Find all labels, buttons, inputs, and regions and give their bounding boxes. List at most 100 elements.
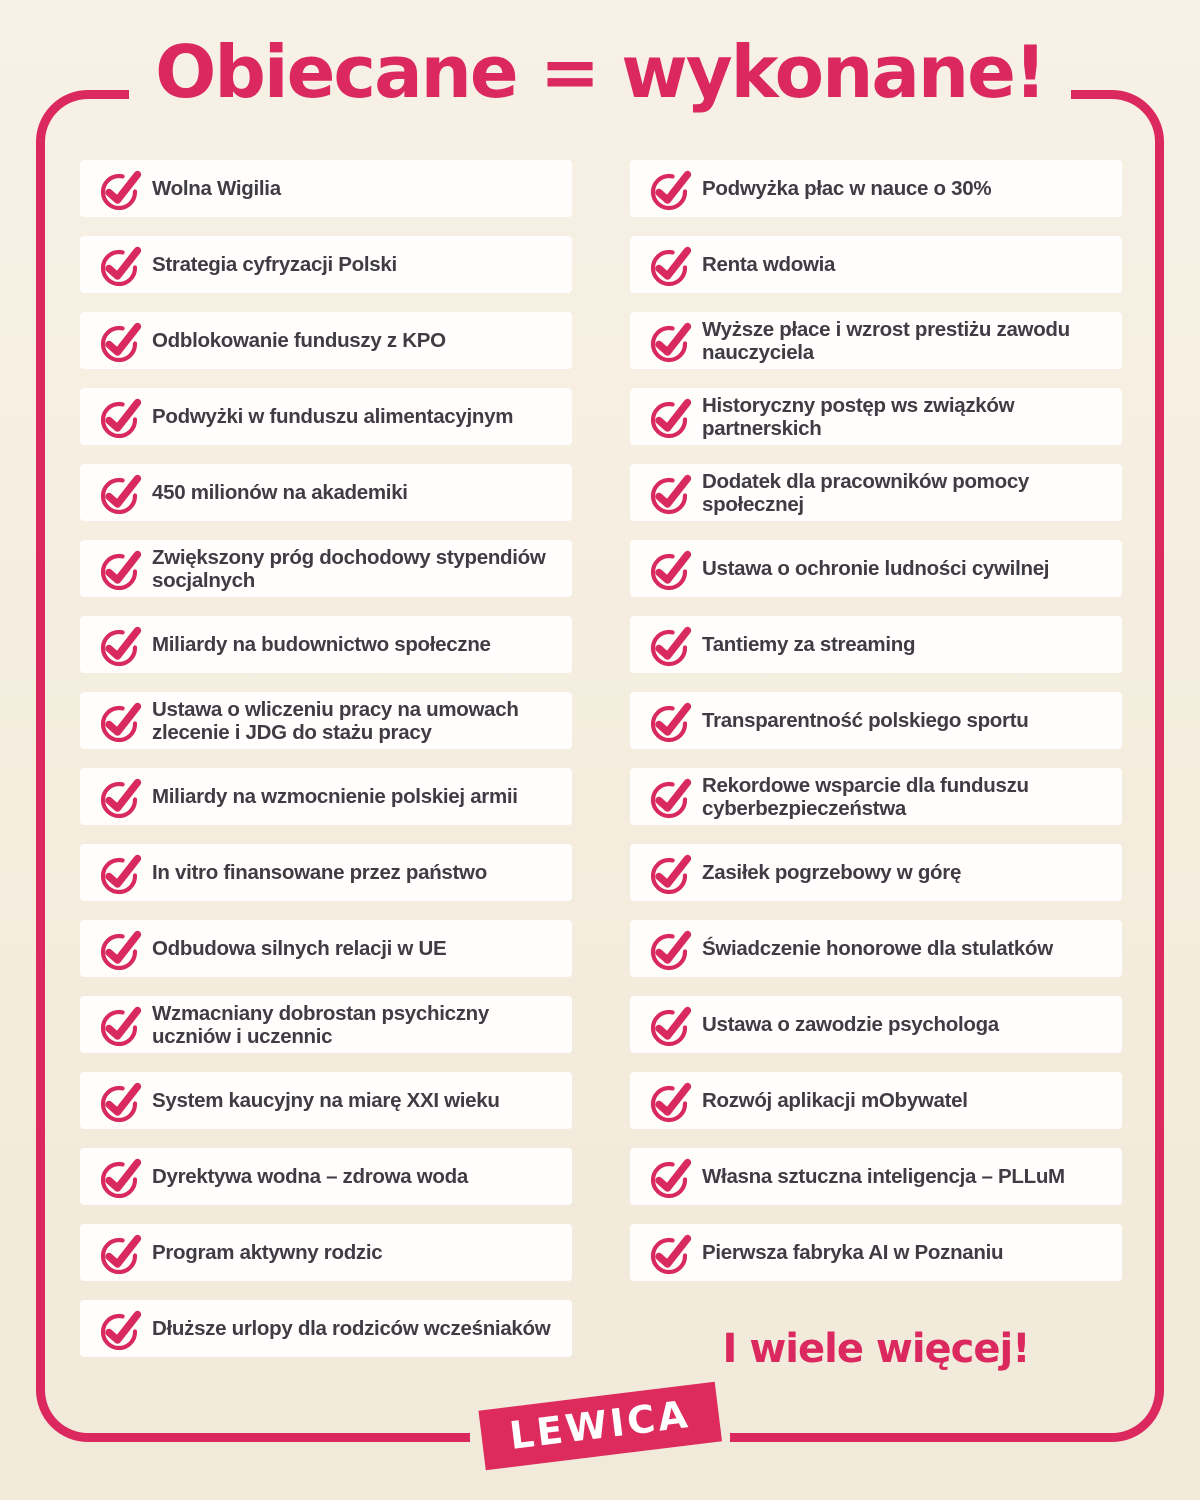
checklist-item-label: 450 milionów na akademiki (152, 481, 408, 504)
checklist-item-right-10: Zasiłek pogrzebowy w górę (630, 844, 1122, 901)
checklist-item-label: Podwyżka płac w nauce o 30% (702, 177, 992, 200)
check-circle-icon (650, 474, 692, 514)
checklist-item-right-12: Ustawa o zawodzie psychologa (630, 996, 1122, 1053)
checklist-item-label: Świadczenie honorowe dla stulatków (702, 937, 1053, 960)
checklist-item-label: Pierwsza fabryka AI w Poznaniu (702, 1241, 1004, 1264)
poster-title: Obiecane = wykonane! (129, 26, 1071, 118)
check-circle-icon (100, 474, 142, 514)
check-circle-icon (650, 854, 692, 894)
check-circle-icon (100, 1310, 142, 1350)
checklist-item-right-1: Podwyżka płac w nauce o 30% (630, 160, 1122, 217)
checklist-item-label: Strategia cyfryzacji Polski (152, 253, 397, 276)
checklist-item-label: Renta wdowia (702, 253, 836, 276)
check-circle-icon (650, 1234, 692, 1274)
check-circle-icon (650, 1158, 692, 1198)
checklist-item-label: Dyrektywa wodna – zdrowa woda (152, 1165, 468, 1188)
title-row: Obiecane = wykonane! (0, 26, 1200, 118)
checklist-item-left-6: Zwiększony próg dochodowy stypendiów soc… (80, 540, 572, 597)
check-circle-icon (100, 398, 142, 438)
check-circle-icon (650, 702, 692, 742)
checklist-item-label: System kaucyjny na miarę XXI wieku (152, 1089, 500, 1112)
checklist-item-right-3: Wyższe płace i wzrost prestiżu zawodu na… (630, 312, 1122, 369)
checklist-item-label: Odblokowanie funduszy z KPO (152, 329, 446, 352)
check-circle-icon (100, 246, 142, 286)
checklist-item-label: Podwyżki w funduszu alimentacyjnym (152, 405, 514, 428)
checklist-item-label: Zasiłek pogrzebowy w górę (702, 861, 962, 884)
checklist-item-label: Wzmacniany dobrostan psychiczny uczniów … (152, 1001, 489, 1048)
checklist-item-left-4: Podwyżki w funduszu alimentacyjnym (80, 388, 572, 445)
checklist-item-label: Ustawa o ochronie ludności cywilnej (702, 557, 1050, 580)
checklist-item-label: Wolna Wigilia (152, 177, 281, 200)
check-circle-icon (100, 702, 142, 742)
check-circle-icon (650, 626, 692, 666)
checklist-item-label: In vitro finansowane przez państwo (152, 861, 487, 884)
checklist-item-label: Tantiemy za streaming (702, 633, 916, 656)
checklist-item-label: Ustawa o zawodzie psychologa (702, 1013, 999, 1036)
checklist-item-left-10: In vitro finansowane przez państwo (80, 844, 572, 901)
checklist-item-left-12: Wzmacniany dobrostan psychiczny uczniów … (80, 996, 572, 1053)
checklist-item-right-5: Dodatek dla pracowników pomocy społeczne… (630, 464, 1122, 521)
checklist-item-right-9: Rekordowe wsparcie dla funduszu cyberbez… (630, 768, 1122, 825)
check-circle-icon (650, 170, 692, 210)
checklist-item-left-1: Wolna Wigilia (80, 160, 572, 217)
checklist-item-left-2: Strategia cyfryzacji Polski (80, 236, 572, 293)
checklist-item-label: Miliardy na budownictwo społeczne (152, 633, 491, 656)
checklist-item-label: Odbudowa silnych relacji w UE (152, 937, 447, 960)
check-circle-icon (650, 1082, 692, 1122)
checklist-item-label: Miliardy na wzmocnienie polskiej armii (152, 785, 518, 808)
checklist-columns: Wolna Wigilia Strategia cyfryzacji Polsk… (80, 160, 1122, 1372)
check-circle-icon (650, 398, 692, 438)
check-circle-icon (100, 854, 142, 894)
check-circle-icon (100, 1234, 142, 1274)
check-circle-icon (100, 1158, 142, 1198)
check-circle-icon (100, 626, 142, 666)
checklist-item-left-11: Odbudowa silnych relacji w UE (80, 920, 572, 977)
more-label: I wiele więcej! (722, 1326, 1031, 1372)
check-circle-icon (650, 322, 692, 362)
checklist-item-right-15: Pierwsza fabryka AI w Poznaniu (630, 1224, 1122, 1281)
checklist-item-left-8: Ustawa o wliczeniu pracy na umowach zlec… (80, 692, 572, 749)
checklist-item-label: Dodatek dla pracowników pomocy społeczne… (702, 469, 1030, 516)
check-circle-icon (100, 930, 142, 970)
checklist-item-left-7: Miliardy na budownictwo społeczne (80, 616, 572, 673)
checklist-item-left-13: System kaucyjny na miarę XXI wieku (80, 1072, 572, 1129)
checklist-item-label: Rozwój aplikacji mObywatel (702, 1089, 968, 1112)
checklist-item-label: Rekordowe wsparcie dla funduszu cyberbez… (702, 773, 1029, 820)
checklist-item-label: Wyższe płace i wzrost prestiżu zawodu na… (702, 317, 1070, 364)
checklist-item-right-2: Renta wdowia (630, 236, 1122, 293)
check-circle-icon (100, 1082, 142, 1122)
check-circle-icon (650, 930, 692, 970)
checklist-item-right-13: Rozwój aplikacji mObywatel (630, 1072, 1122, 1129)
check-circle-icon (100, 322, 142, 362)
checklist-item-left-14: Dyrektywa wodna – zdrowa woda (80, 1148, 572, 1205)
checklist-item-right-6: Ustawa o ochronie ludności cywilnej (630, 540, 1122, 597)
checklist-item-label: Transparentność polskiego sportu (702, 709, 1029, 732)
checklist-item-left-16: Dłuższe urlopy dla rodziców wcześniaków (80, 1300, 572, 1357)
checklist-item-label: Ustawa o wliczeniu pracy na umowach zlec… (152, 697, 519, 744)
checklist-item-right-14: Własna sztuczna inteligencja – PLLuM (630, 1148, 1122, 1205)
checklist-item-left-9: Miliardy na wzmocnienie polskiej armii (80, 768, 572, 825)
check-circle-icon (650, 778, 692, 818)
check-circle-icon (100, 1006, 142, 1046)
checklist-item-label: Historyczny postęp ws związków partnersk… (702, 393, 1015, 440)
checklist-column-right: Podwyżka płac w nauce o 30% Renta wdowia… (630, 160, 1122, 1372)
checklist-item-left-3: Odblokowanie funduszy z KPO (80, 312, 572, 369)
checklist-column-left: Wolna Wigilia Strategia cyfryzacji Polsk… (80, 160, 572, 1372)
check-circle-icon (650, 550, 692, 590)
checklist-item-right-8: Transparentność polskiego sportu (630, 692, 1122, 749)
checklist-item-label: Dłuższe urlopy dla rodziców wcześniaków (152, 1317, 551, 1340)
check-circle-icon (100, 170, 142, 210)
checklist-item-right-4: Historyczny postęp ws związków partnersk… (630, 388, 1122, 445)
checklist-item-left-15: Program aktywny rodzic (80, 1224, 572, 1281)
checklist-item-label: Zwiększony próg dochodowy stypendiów soc… (152, 545, 546, 592)
check-circle-icon (100, 550, 142, 590)
checklist-item-right-7: Tantiemy za streaming (630, 616, 1122, 673)
check-circle-icon (100, 778, 142, 818)
checklist-item-label: Własna sztuczna inteligencja – PLLuM (702, 1165, 1065, 1188)
checklist-item-right-11: Świadczenie honorowe dla stulatków (630, 920, 1122, 977)
checklist-item-left-5: 450 milionów na akademiki (80, 464, 572, 521)
check-circle-icon (650, 246, 692, 286)
check-circle-icon (650, 1006, 692, 1046)
checklist-item-label: Program aktywny rodzic (152, 1241, 383, 1264)
